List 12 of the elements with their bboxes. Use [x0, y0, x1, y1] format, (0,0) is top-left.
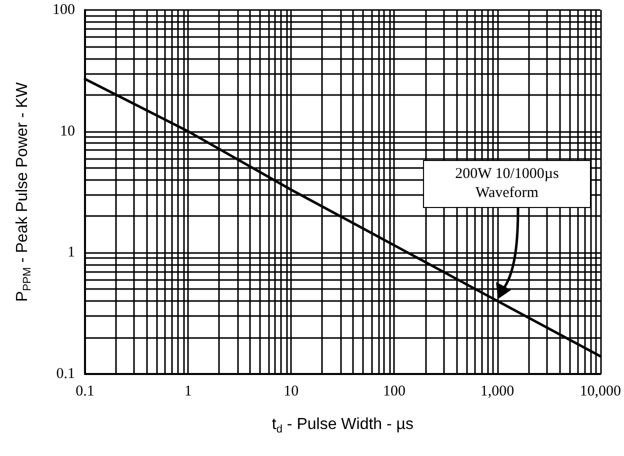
x-tick-label: 10,000 [580, 384, 621, 400]
y-tick-label: 10 [60, 123, 75, 140]
x-tick-label: 10 [284, 384, 299, 400]
x-tick-label: 0.1 [76, 384, 94, 400]
note-box: 200W 10/1000µs Waveform [423, 160, 591, 208]
y-tick-label: 0.1 [56, 366, 75, 382]
x-tick-label: 1 [184, 384, 192, 400]
y-tick-label: 100 [52, 2, 75, 18]
x-tick-label: 1,000 [480, 384, 514, 400]
y-axis-title: PPPM - Peak Pulse Power - KW [14, 81, 34, 302]
y-tick-label: 1 [68, 244, 75, 261]
x-tick-label: 100 [382, 384, 406, 400]
